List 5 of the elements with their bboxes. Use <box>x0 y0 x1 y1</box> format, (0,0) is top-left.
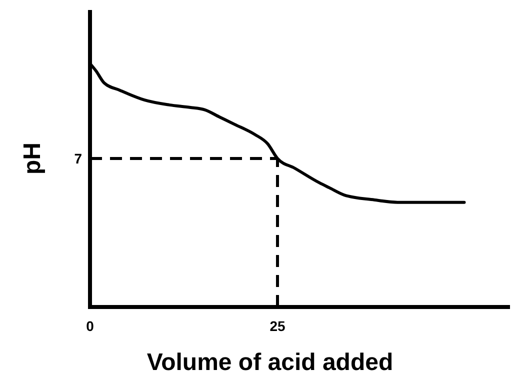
text: 7 <box>74 150 82 166</box>
y-axis-title: pH <box>19 142 46 174</box>
x-tick-label: 25 <box>270 318 286 334</box>
x-tick-label: 0 <box>86 318 94 334</box>
x-axis-title: Volume of acid added <box>146 349 394 376</box>
